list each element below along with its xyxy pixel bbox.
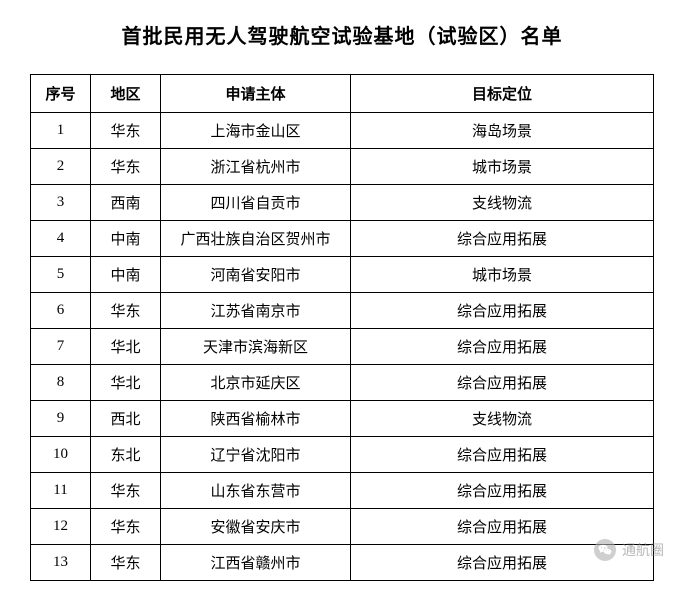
cell-seq: 9: [31, 401, 91, 437]
cell-seq: 8: [31, 365, 91, 401]
cell-seq: 6: [31, 293, 91, 329]
cell-seq: 1: [31, 113, 91, 149]
cell-seq: 4: [31, 221, 91, 257]
table-body: 1 华东 上海市金山区 海岛场景 2 华东 浙江省杭州市 城市场景 3 西南 四…: [31, 113, 654, 581]
header-region: 地区: [91, 75, 161, 113]
cell-target: 城市场景: [351, 257, 654, 293]
table-row: 1 华东 上海市金山区 海岛场景: [31, 113, 654, 149]
table-row: 5 中南 河南省安阳市 城市场景: [31, 257, 654, 293]
cell-seq: 2: [31, 149, 91, 185]
data-table: 序号 地区 申请主体 目标定位 1 华东 上海市金山区 海岛场景 2 华东 浙江…: [30, 74, 654, 581]
cell-target: 综合应用拓展: [351, 473, 654, 509]
cell-applicant: 北京市延庆区: [161, 365, 351, 401]
cell-target: 综合应用拓展: [351, 365, 654, 401]
cell-target: 城市场景: [351, 149, 654, 185]
table-row: 3 西南 四川省自贡市 支线物流: [31, 185, 654, 221]
cell-applicant: 江西省赣州市: [161, 545, 351, 581]
cell-region: 华东: [91, 149, 161, 185]
cell-region: 中南: [91, 257, 161, 293]
cell-region: 中南: [91, 221, 161, 257]
cell-applicant: 广西壮族自治区贺州市: [161, 221, 351, 257]
page-title: 首批民用无人驾驶航空试验基地（试验区）名单: [30, 20, 654, 49]
cell-target: 海岛场景: [351, 113, 654, 149]
cell-applicant: 山东省东营市: [161, 473, 351, 509]
table-row: 13 华东 江西省赣州市 综合应用拓展: [31, 545, 654, 581]
cell-seq: 7: [31, 329, 91, 365]
cell-seq: 5: [31, 257, 91, 293]
table-row: 11 华东 山东省东营市 综合应用拓展: [31, 473, 654, 509]
cell-applicant: 浙江省杭州市: [161, 149, 351, 185]
cell-region: 西北: [91, 401, 161, 437]
watermark: 通航圈: [594, 539, 664, 561]
cell-applicant: 陕西省榆林市: [161, 401, 351, 437]
cell-target: 综合应用拓展: [351, 221, 654, 257]
cell-target: 综合应用拓展: [351, 437, 654, 473]
cell-region: 东北: [91, 437, 161, 473]
cell-target: 支线物流: [351, 185, 654, 221]
cell-region: 华北: [91, 329, 161, 365]
table-row: 9 西北 陕西省榆林市 支线物流: [31, 401, 654, 437]
cell-seq: 3: [31, 185, 91, 221]
cell-applicant: 上海市金山区: [161, 113, 351, 149]
wechat-icon: [594, 539, 616, 561]
cell-region: 华东: [91, 113, 161, 149]
cell-region: 华东: [91, 473, 161, 509]
cell-applicant: 安徽省安庆市: [161, 509, 351, 545]
cell-applicant: 江苏省南京市: [161, 293, 351, 329]
header-applicant: 申请主体: [161, 75, 351, 113]
table-row: 6 华东 江苏省南京市 综合应用拓展: [31, 293, 654, 329]
cell-applicant: 天津市滨海新区: [161, 329, 351, 365]
table-row: 4 中南 广西壮族自治区贺州市 综合应用拓展: [31, 221, 654, 257]
header-target: 目标定位: [351, 75, 654, 113]
cell-seq: 12: [31, 509, 91, 545]
cell-seq: 10: [31, 437, 91, 473]
cell-target: 支线物流: [351, 401, 654, 437]
cell-applicant: 辽宁省沈阳市: [161, 437, 351, 473]
cell-region: 华东: [91, 545, 161, 581]
header-seq: 序号: [31, 75, 91, 113]
cell-applicant: 四川省自贡市: [161, 185, 351, 221]
cell-seq: 11: [31, 473, 91, 509]
cell-region: 西南: [91, 185, 161, 221]
table-header-row: 序号 地区 申请主体 目标定位: [31, 75, 654, 113]
cell-seq: 13: [31, 545, 91, 581]
cell-target: 综合应用拓展: [351, 293, 654, 329]
cell-region: 华北: [91, 365, 161, 401]
watermark-text: 通航圈: [622, 540, 664, 560]
cell-region: 华东: [91, 293, 161, 329]
table-row: 8 华北 北京市延庆区 综合应用拓展: [31, 365, 654, 401]
table-row: 2 华东 浙江省杭州市 城市场景: [31, 149, 654, 185]
table-row: 10 东北 辽宁省沈阳市 综合应用拓展: [31, 437, 654, 473]
table-row: 12 华东 安徽省安庆市 综合应用拓展: [31, 509, 654, 545]
cell-applicant: 河南省安阳市: [161, 257, 351, 293]
cell-region: 华东: [91, 509, 161, 545]
table-row: 7 华北 天津市滨海新区 综合应用拓展: [31, 329, 654, 365]
cell-target: 综合应用拓展: [351, 329, 654, 365]
